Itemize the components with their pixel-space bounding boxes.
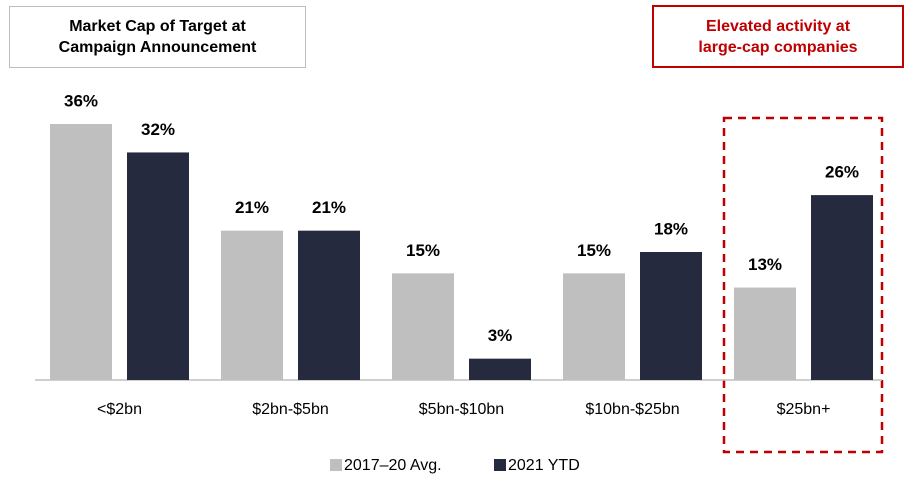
data-label: 15% (577, 241, 611, 260)
data-label: 36% (64, 91, 98, 110)
bar (811, 195, 873, 380)
legend-swatch (494, 459, 506, 471)
data-label: 13% (748, 255, 782, 274)
data-label: 32% (141, 120, 175, 139)
bar (221, 230, 283, 380)
data-label: 3% (488, 326, 513, 345)
bar (734, 287, 796, 380)
legend-label: 2021 YTD (508, 457, 580, 474)
bar (50, 124, 112, 380)
bar (127, 152, 189, 380)
annotation: Elevated activity at large-cap companies (652, 5, 904, 68)
chart-title: Market Cap of Target at Campaign Announc… (9, 6, 306, 68)
x-tick-label: $10bn-$25bn (585, 401, 679, 418)
bar (298, 230, 360, 380)
bar (392, 273, 454, 380)
data-label: 21% (312, 198, 346, 217)
data-label: 26% (825, 163, 859, 182)
bar (469, 358, 531, 380)
bar (640, 252, 702, 380)
data-label: 18% (654, 219, 688, 238)
data-label: 15% (406, 241, 440, 260)
x-tick-label: <$2bn (97, 401, 142, 418)
bar (563, 273, 625, 380)
legend-label: 2017–20 Avg. (344, 457, 442, 474)
x-tick-label: $2bn-$5bn (252, 401, 329, 418)
data-label: 21% (235, 198, 269, 217)
x-tick-label: $25bn+ (777, 401, 831, 418)
highlight-box (722, 116, 884, 454)
x-tick-label: $5bn-$10bn (419, 401, 504, 418)
legend-swatch (330, 459, 342, 471)
